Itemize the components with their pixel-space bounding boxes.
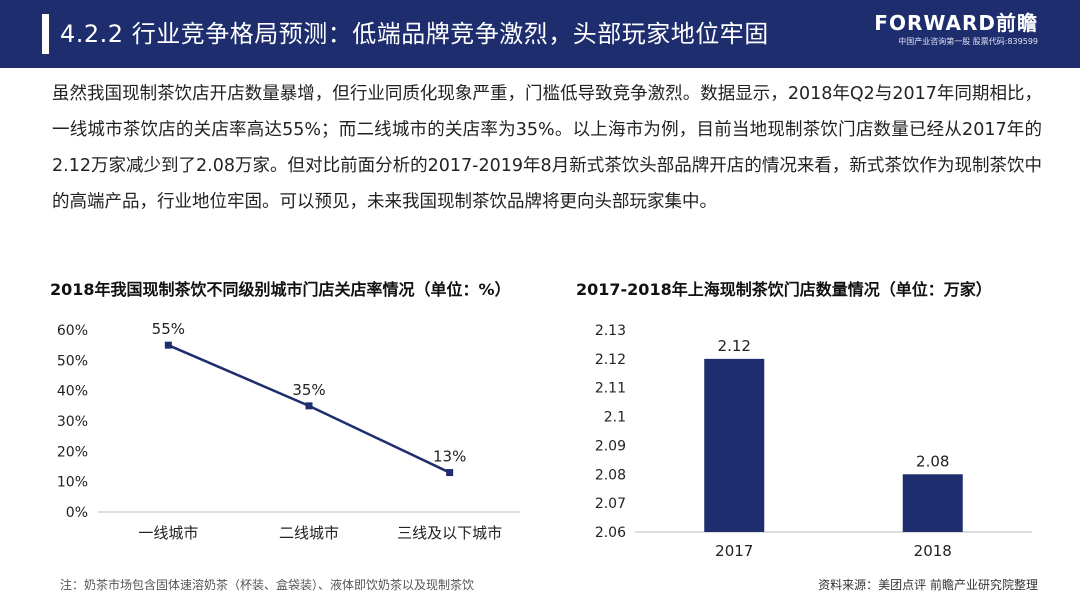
left-chart-title: 2018年我国现制茶饮不同级别城市门店关店率情况（单位：%） bbox=[50, 280, 511, 299]
y-tick-label: 50% bbox=[57, 353, 88, 369]
data-label: 2.08 bbox=[916, 452, 949, 470]
x-tick-label: 2017 bbox=[715, 542, 753, 560]
y-tick-label: 2.06 bbox=[595, 525, 626, 541]
y-tick-label: 2.08 bbox=[595, 467, 626, 483]
y-tick-label: 2.07 bbox=[595, 496, 626, 512]
brand-subtitle: 中国产业咨询第一股 股票代码:839599 bbox=[898, 37, 1038, 46]
data-point bbox=[164, 341, 172, 349]
brand-logo: FORWARD前瞻 中国产业咨询第一股 股票代码:839599 bbox=[838, 10, 1038, 48]
x-tick-label: 2018 bbox=[914, 542, 952, 560]
bar bbox=[902, 474, 963, 532]
data-point bbox=[305, 402, 313, 410]
intro-paragraph: 虽然我国现制茶饮店开店数量暴增，但行业同质化现象严重，门槛低导致竞争激烈。数据显… bbox=[52, 84, 1042, 212]
data-label: 35% bbox=[292, 381, 325, 399]
data-label: 2.12 bbox=[718, 337, 751, 355]
closure-rate-line-chart: 0% 10% 20% 30% 40% 50% 60% 一线城市 二线城市 三线及以下城市 55% 35… bbox=[57, 320, 520, 542]
data-point bbox=[446, 469, 454, 477]
bar bbox=[704, 358, 765, 532]
page-title: 4.2.2 行业竞争格局预测：低端品牌竞争激烈，头部玩家地位牢固 bbox=[60, 20, 769, 48]
y-tick-label: 40% bbox=[57, 384, 88, 400]
header-banner: 4.2.2 行业竞争格局预测：低端品牌竞争激烈，头部玩家地位牢固 FORWARD… bbox=[0, 0, 1080, 68]
brand-name: FORWARD前瞻 bbox=[874, 11, 1038, 35]
y-tick-label: 10% bbox=[57, 475, 88, 491]
right-chart-title: 2017-2018年上海现制茶饮门店数量情况（单位：万家） bbox=[576, 280, 992, 299]
source-credit: 资料来源：美团点评 前瞻产业研究院整理 bbox=[818, 578, 1038, 592]
y-tick-label: 2.09 bbox=[595, 438, 626, 454]
y-tick-label: 60% bbox=[57, 323, 88, 339]
footnote: 注：奶茶市场包含固体速溶奶茶（杯装、盒袋装）、液体即饮奶茶以及现制茶饮 bbox=[60, 578, 475, 592]
data-label: 55% bbox=[152, 320, 185, 338]
y-tick-label: 2.1 bbox=[604, 410, 626, 426]
y-tick-label: 20% bbox=[57, 444, 88, 460]
x-tick-label: 二线城市 bbox=[279, 524, 339, 542]
y-tick-label: 2.13 bbox=[595, 323, 626, 339]
x-tick-label: 一线城市 bbox=[138, 524, 198, 542]
y-tick-label: 0% bbox=[66, 505, 88, 521]
y-tick-label: 2.11 bbox=[595, 381, 626, 397]
shanghai-store-bar-chart: 2.06 2.07 2.08 2.09 2.1 2.11 2.12 2.13 2.12 2017 2… bbox=[595, 323, 1032, 560]
header-accent-bar bbox=[42, 14, 49, 54]
x-tick-label: 三线及以下城市 bbox=[397, 524, 502, 542]
y-tick-label: 2.12 bbox=[595, 352, 626, 368]
data-label: 13% bbox=[433, 448, 466, 466]
y-tick-label: 30% bbox=[57, 414, 88, 430]
